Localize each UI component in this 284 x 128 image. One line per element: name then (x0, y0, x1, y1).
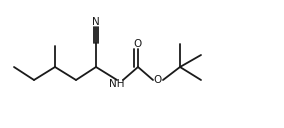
Text: NH: NH (109, 79, 125, 89)
Text: O: O (134, 39, 142, 49)
Text: N: N (92, 17, 100, 27)
Text: O: O (154, 75, 162, 85)
